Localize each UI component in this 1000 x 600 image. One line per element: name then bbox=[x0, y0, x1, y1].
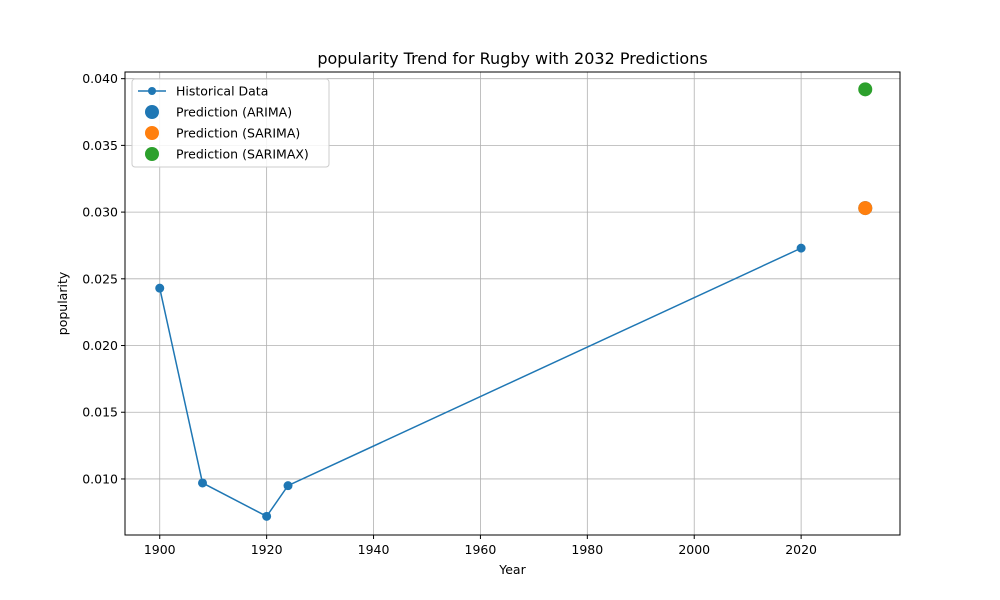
legend-marker-swatch bbox=[145, 147, 159, 161]
x-tick-label: 1960 bbox=[465, 542, 497, 557]
legend-marker-swatch bbox=[148, 87, 156, 95]
x-tick-label: 2000 bbox=[678, 542, 710, 557]
chart-title: popularity Trend for Rugby with 2032 Pre… bbox=[317, 49, 707, 68]
y-tick-label: 0.040 bbox=[82, 71, 118, 86]
x-tick-label: 2020 bbox=[785, 542, 817, 557]
x-tick-label: 1900 bbox=[144, 542, 176, 557]
y-tick-label: 0.015 bbox=[82, 405, 118, 420]
y-tick-label: 0.010 bbox=[82, 471, 118, 486]
legend-label: Prediction (SARIMAX) bbox=[176, 147, 309, 162]
x-axis-label: Year bbox=[498, 562, 526, 577]
prediction-point-3 bbox=[858, 82, 873, 97]
legend-marker-swatch bbox=[145, 105, 159, 119]
x-tick-label: 1920 bbox=[251, 542, 283, 557]
plot-frame bbox=[124, 71, 901, 536]
x-tick-label: 1980 bbox=[571, 542, 603, 557]
grid-layer bbox=[125, 72, 900, 535]
ticks-layer: 1900 1920 1940 1960 1980 2000 2020 0.010 0.015 0.… bbox=[82, 71, 817, 557]
prediction-point-2 bbox=[858, 201, 873, 216]
historical-point bbox=[198, 478, 207, 488]
historical-point bbox=[262, 511, 272, 521]
historical-point bbox=[283, 481, 293, 491]
legend-label: Prediction (SARIMA) bbox=[176, 126, 300, 141]
legend-marker-swatch bbox=[145, 126, 159, 140]
legend: Historical Data Prediction (ARIMA) Predict… bbox=[131, 78, 330, 168]
legend-label: Historical Data bbox=[176, 84, 268, 99]
y-axis-label: popularity bbox=[55, 271, 70, 335]
y-tick-label: 0.035 bbox=[82, 138, 118, 153]
y-tick-label: 0.020 bbox=[82, 338, 118, 353]
historical-point bbox=[155, 283, 165, 293]
y-tick-label: 0.025 bbox=[82, 271, 118, 286]
legend-label: Prediction (ARIMA) bbox=[176, 105, 292, 120]
plot-layer bbox=[155, 82, 873, 521]
legend-box bbox=[131, 78, 330, 168]
historical-point bbox=[796, 243, 806, 253]
x-tick-label: 1940 bbox=[358, 542, 390, 557]
y-tick-label: 0.030 bbox=[82, 205, 118, 220]
